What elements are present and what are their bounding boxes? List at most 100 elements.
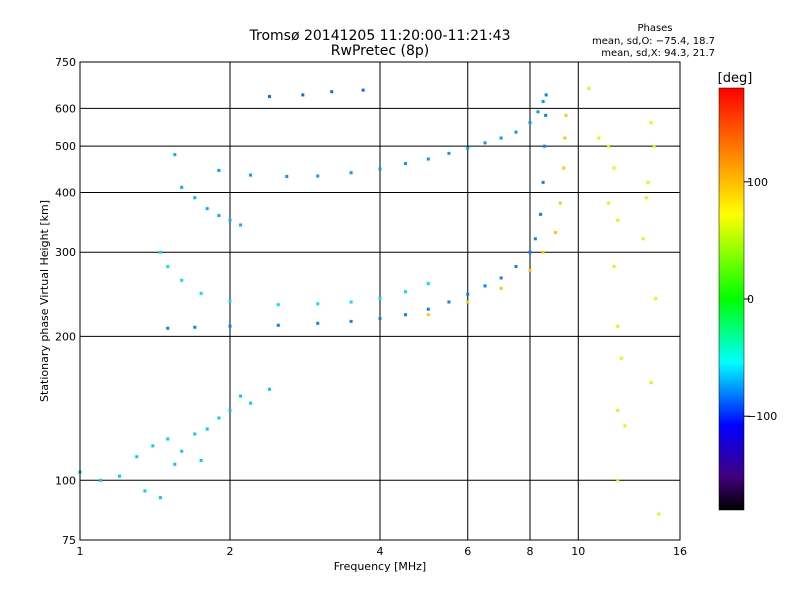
echo-point [166, 326, 170, 330]
echo-point [616, 478, 620, 482]
echo-point [349, 319, 353, 323]
echo-point [542, 144, 546, 148]
echo-point [649, 381, 653, 385]
echo-point [541, 100, 545, 104]
echo-point [151, 444, 155, 448]
echo-point [654, 297, 658, 301]
echo-point [528, 268, 532, 272]
y-tick-label: 500 [55, 140, 76, 153]
grid-lines [80, 62, 680, 540]
x-tick-label: 2 [227, 545, 234, 558]
echo-point [499, 136, 503, 140]
echo-point [616, 218, 620, 222]
echo-point [228, 408, 232, 412]
echo-point [426, 157, 430, 161]
echo-point [316, 302, 320, 306]
echo-point [330, 90, 334, 94]
echo-point [587, 87, 591, 91]
echo-point [228, 299, 232, 303]
echo-point [597, 136, 601, 140]
echo-point [623, 424, 627, 428]
echo-point [541, 180, 545, 184]
plot-frame [79, 61, 681, 541]
colorbar-tick-label: 100 [747, 176, 768, 189]
echo-point [349, 171, 353, 175]
echo-point [378, 167, 382, 171]
echo-point [228, 324, 232, 328]
echo-point [180, 185, 184, 189]
echo-point [483, 141, 487, 145]
echo-point [539, 212, 543, 216]
echo-point [563, 136, 567, 140]
echo-point [166, 265, 170, 269]
echo-point [205, 207, 209, 211]
colorbar-tick-label: 0 [747, 293, 754, 306]
echo-point [607, 144, 611, 148]
echo-point [158, 496, 162, 500]
x-axis-label: Frequency [MHz] [334, 560, 426, 573]
echo-point [217, 416, 221, 420]
echo-point [239, 223, 243, 227]
echo-point [544, 93, 548, 97]
echo-point [135, 455, 139, 459]
echo-point [466, 146, 470, 150]
echo-point [239, 394, 243, 398]
colorbar-tick-label: −100 [747, 410, 777, 423]
echo-point [199, 291, 203, 295]
echo-point [117, 474, 121, 478]
echo-point [553, 230, 557, 234]
echo-point [378, 297, 382, 301]
echo-point [173, 462, 177, 466]
echo-point [562, 166, 566, 170]
echo-point [447, 151, 451, 155]
echo-point [193, 432, 197, 436]
echo-point [499, 276, 503, 280]
echo-point [564, 113, 568, 117]
echo-point [166, 437, 170, 441]
echo-point [483, 284, 487, 288]
colorbar-label: [deg] [718, 71, 753, 86]
x-axis-ticks: 1 2 4 6 8 10 16 [77, 545, 688, 558]
echo-point [646, 180, 650, 184]
echo-point [193, 325, 197, 329]
echo-point [378, 316, 382, 320]
echo-point [426, 307, 430, 311]
echo-point [533, 237, 537, 241]
echo-point [349, 300, 353, 304]
chart-subtitle: RwPretec (8p) [331, 43, 429, 59]
echo-point [528, 250, 532, 254]
echo-point [316, 321, 320, 325]
echo-point [607, 201, 611, 205]
echo-point [143, 489, 147, 493]
x-tick-label: 16 [673, 545, 687, 558]
y-tick-label: 300 [55, 246, 76, 259]
echo-point [403, 290, 407, 294]
echo-point [217, 214, 221, 218]
y-tick-label: 400 [55, 186, 76, 199]
echo-point [544, 113, 548, 117]
echo-point [249, 173, 253, 177]
echo-point [499, 286, 503, 290]
echo-point [558, 201, 562, 205]
phases-x-stats: mean, sd,X: 94.3, 21.7 [601, 48, 715, 59]
echo-point [616, 324, 620, 328]
echo-point [267, 95, 271, 99]
echo-point [657, 512, 661, 516]
echo-point [649, 121, 653, 125]
echo-point [619, 356, 623, 360]
echo-point [528, 121, 532, 125]
echo-point [426, 313, 430, 317]
echo-point [205, 427, 209, 431]
echo-point [447, 300, 451, 304]
x-tick-label: 6 [464, 545, 471, 558]
echo-point [361, 88, 365, 92]
echo-point [180, 278, 184, 282]
y-tick-label: 75 [62, 534, 76, 547]
echo-point [466, 300, 470, 304]
echo-point [173, 153, 177, 157]
echo-point [199, 458, 203, 462]
echo-point [276, 323, 280, 327]
colorbar [718, 87, 745, 511]
x-tick-label: 4 [377, 545, 384, 558]
